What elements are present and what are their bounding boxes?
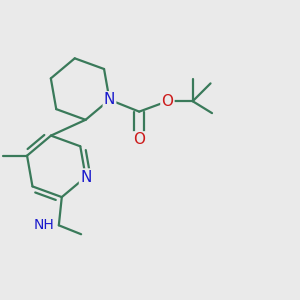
Text: NH: NH — [34, 218, 54, 232]
Text: N: N — [80, 169, 92, 184]
Text: N: N — [104, 92, 115, 107]
Text: O: O — [161, 94, 173, 109]
Text: O: O — [133, 132, 145, 147]
